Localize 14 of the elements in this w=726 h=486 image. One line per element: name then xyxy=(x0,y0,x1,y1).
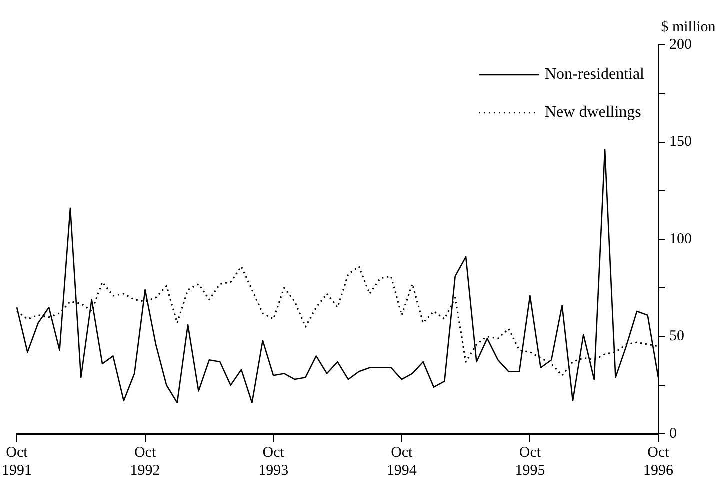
x-tick-label: Oct 1993 xyxy=(258,444,289,479)
y-tick-label: 200 xyxy=(670,36,692,53)
x-tick-label: Oct 1992 xyxy=(130,444,160,479)
x-tick-label: Oct 1996 xyxy=(644,444,674,479)
y-tick-label: 100 xyxy=(670,231,692,248)
x-tick-label: Oct 1995 xyxy=(515,444,546,479)
y-tick-label: 150 xyxy=(670,134,692,150)
x-tick-label: Oct 1991 xyxy=(2,444,32,479)
y-tick-label: 0 xyxy=(670,426,677,442)
legend-label: Non-residential xyxy=(544,66,646,84)
y-axis-title: $ million xyxy=(661,19,716,36)
x-tick-label: Oct 1994 xyxy=(386,444,418,479)
legend-label: New dwellings xyxy=(544,104,642,122)
y-tick-label: 50 xyxy=(670,328,684,345)
